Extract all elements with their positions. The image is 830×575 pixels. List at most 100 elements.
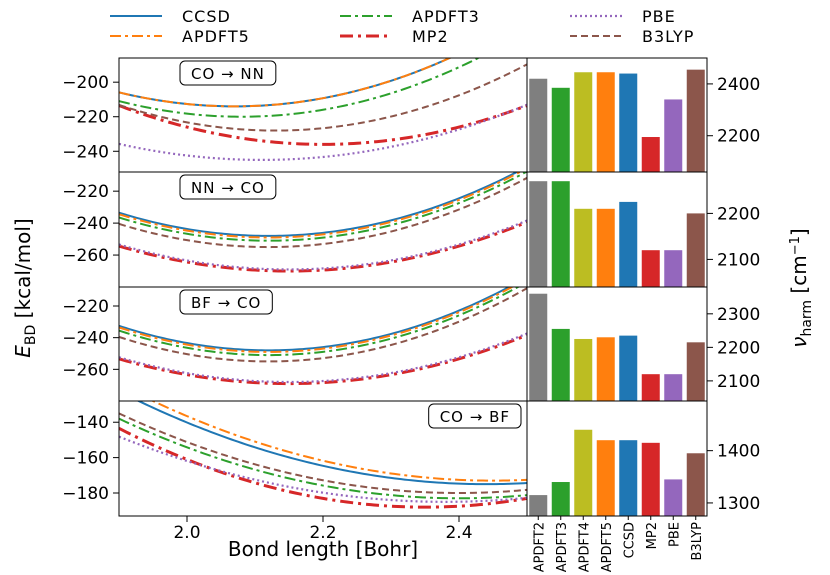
curve-apdft5-panel-4 <box>150 401 527 482</box>
y-tick-label: −180 <box>62 484 109 504</box>
panel-title-box <box>179 289 273 315</box>
bar-mp2-panel-2 <box>641 250 660 287</box>
panel-2: −220 −240 −260 NN → CO 2100 2200 <box>62 171 760 288</box>
curve-apdft3-panel-1 <box>119 58 481 118</box>
bar-apdft3-panel-4 <box>551 482 570 516</box>
bar-apdft4-panel-4 <box>574 429 593 516</box>
bar-category-label: APDFT4 <box>577 522 592 572</box>
curve-group-3 <box>119 287 527 386</box>
bar-b3lyp-panel-1 <box>686 69 705 172</box>
panel-title-text: CO → BF <box>440 408 510 426</box>
panel-title-text: CO → NN <box>191 65 265 83</box>
y-axis-title-unit: [kcal/mol] <box>11 218 35 324</box>
bar-b3lyp-panel-4 <box>686 453 705 516</box>
bar-y-tick-label: 2400 <box>717 75 760 95</box>
y-tick-label: −240 <box>62 214 109 234</box>
bar-category-label: MP2 <box>645 522 660 549</box>
y-tick-label: −240 <box>62 329 109 349</box>
y-axis-title-subscript: BD <box>23 325 39 345</box>
curve-mp2-panel-1 <box>119 104 527 146</box>
bar-apdft2-panel-4 <box>529 495 548 516</box>
legend-label-apdft5: APDFT5 <box>182 27 250 46</box>
curve-mp2-panel-2 <box>119 220 527 273</box>
curve-b3lyp-panel-4 <box>119 412 527 495</box>
curve-ccsd-panel-2 <box>119 172 520 237</box>
bar-y-tick-label: 2200 <box>717 338 760 358</box>
curve-pbe-panel-3 <box>119 332 527 384</box>
curve-apdft3-panel-2 <box>119 172 527 242</box>
panel-title-box <box>179 174 277 200</box>
y-tick-label: −220 <box>62 182 109 202</box>
curve-b3lyp-panel-2 <box>119 176 527 249</box>
bar-apdft4-panel-2 <box>574 208 593 287</box>
curve-mp2-panel-3 <box>119 333 527 386</box>
bar-apdft4-panel-1 <box>574 72 593 172</box>
panel-title-text: NN → CO <box>191 179 265 197</box>
panel-title-3: BF → CO <box>179 289 273 315</box>
bar-y-tick-label: 2100 <box>717 250 760 270</box>
bar-apdft5-panel-3 <box>596 337 615 401</box>
y-axis-title-symbol: E <box>11 345 35 358</box>
y-axis-right-symbol: ν <box>787 337 811 348</box>
panel-4: −140 −160 −180 CO → BF 1300 1400 2.0 2.2 2.4 APDF… <box>62 400 760 572</box>
y-tick-label: −160 <box>62 449 109 469</box>
legend-label-mp2: MP2 <box>412 27 449 46</box>
curve-apdft3-panel-4 <box>119 417 527 500</box>
bar-y-tick-label: 1400 <box>717 442 760 462</box>
panel-title-1: CO → NN <box>179 60 277 86</box>
curve-ccsd-panel-3 <box>119 287 512 352</box>
bar-apdft3-panel-2 <box>551 181 570 287</box>
bar-y-tick-label: 2100 <box>717 372 760 392</box>
bar-plot-frame-4 <box>526 400 708 517</box>
panels: −200 −220 −240 CO → NN 2200 2400 −220 −240 −260 N… <box>62 57 760 572</box>
bar-apdft2-panel-1 <box>529 78 548 172</box>
bar-ccsd-panel-1 <box>619 73 638 172</box>
curve-pbe-panel-1 <box>119 103 527 162</box>
bar-ccsd-panel-4 <box>619 440 638 516</box>
bar-apdft4-panel-3 <box>574 338 593 401</box>
curve-apdft5-panel-3 <box>119 287 515 353</box>
curve-group-4 <box>119 401 527 509</box>
bar-ccsd-panel-3 <box>619 335 638 401</box>
legend-label-apdft3: APDFT3 <box>412 7 480 26</box>
bar-b3lyp-panel-3 <box>686 342 705 401</box>
curve-b3lyp-panel-1 <box>119 63 527 132</box>
bar-apdft2-panel-2 <box>529 181 548 287</box>
bar-b3lyp-panel-2 <box>686 213 705 287</box>
bar-apdft2-panel-3 <box>529 293 548 401</box>
curve-group-1 <box>119 58 527 162</box>
panel-title-2: NN → CO <box>179 174 277 200</box>
panel-title-box <box>428 403 522 429</box>
panel-title-box <box>179 60 277 86</box>
bar-apdft5-panel-1 <box>596 72 615 172</box>
bar-mp2-panel-1 <box>641 137 660 172</box>
bar-pbe-panel-1 <box>664 99 683 172</box>
y-axis-right-unit-post: ] <box>787 228 811 236</box>
curve-group-2 <box>119 172 527 273</box>
bar-y-tick-label: 1300 <box>717 494 760 514</box>
curve-apdft5-panel-1 <box>119 58 453 108</box>
y-tick-label: −260 <box>62 246 109 266</box>
panel-title-text: BF → CO <box>191 294 261 312</box>
bar-y-tick-label: 2200 <box>717 204 760 224</box>
bar-apdft3-panel-3 <box>551 328 570 401</box>
panel-title-4: CO → BF <box>428 403 522 429</box>
legend-label-b3lyp: B3LYP <box>642 27 694 46</box>
bar-mp2-panel-4 <box>641 442 660 516</box>
curve-ccsd-panel-4 <box>136 401 527 486</box>
x-tick-label: 2.2 <box>309 523 336 543</box>
legend-label-ccsd: CCSD <box>182 7 231 26</box>
curve-pbe-panel-2 <box>119 219 527 271</box>
y-tick-label: −220 <box>62 297 109 317</box>
y-axis-right-unit-pre: [cm <box>787 255 811 300</box>
y-tick-label: −240 <box>62 142 109 162</box>
panel-1: −200 −220 −240 CO → NN 2200 2400 <box>62 57 760 173</box>
y-axis-right-unit-sup: −1 <box>788 236 803 255</box>
bar-category-label: PBE <box>667 522 682 547</box>
legend-label-pbe: PBE <box>642 7 676 26</box>
bar-pbe-panel-3 <box>664 374 683 401</box>
bar-category-label: APDFT5 <box>600 522 615 572</box>
y-tick-label: −140 <box>62 413 109 433</box>
